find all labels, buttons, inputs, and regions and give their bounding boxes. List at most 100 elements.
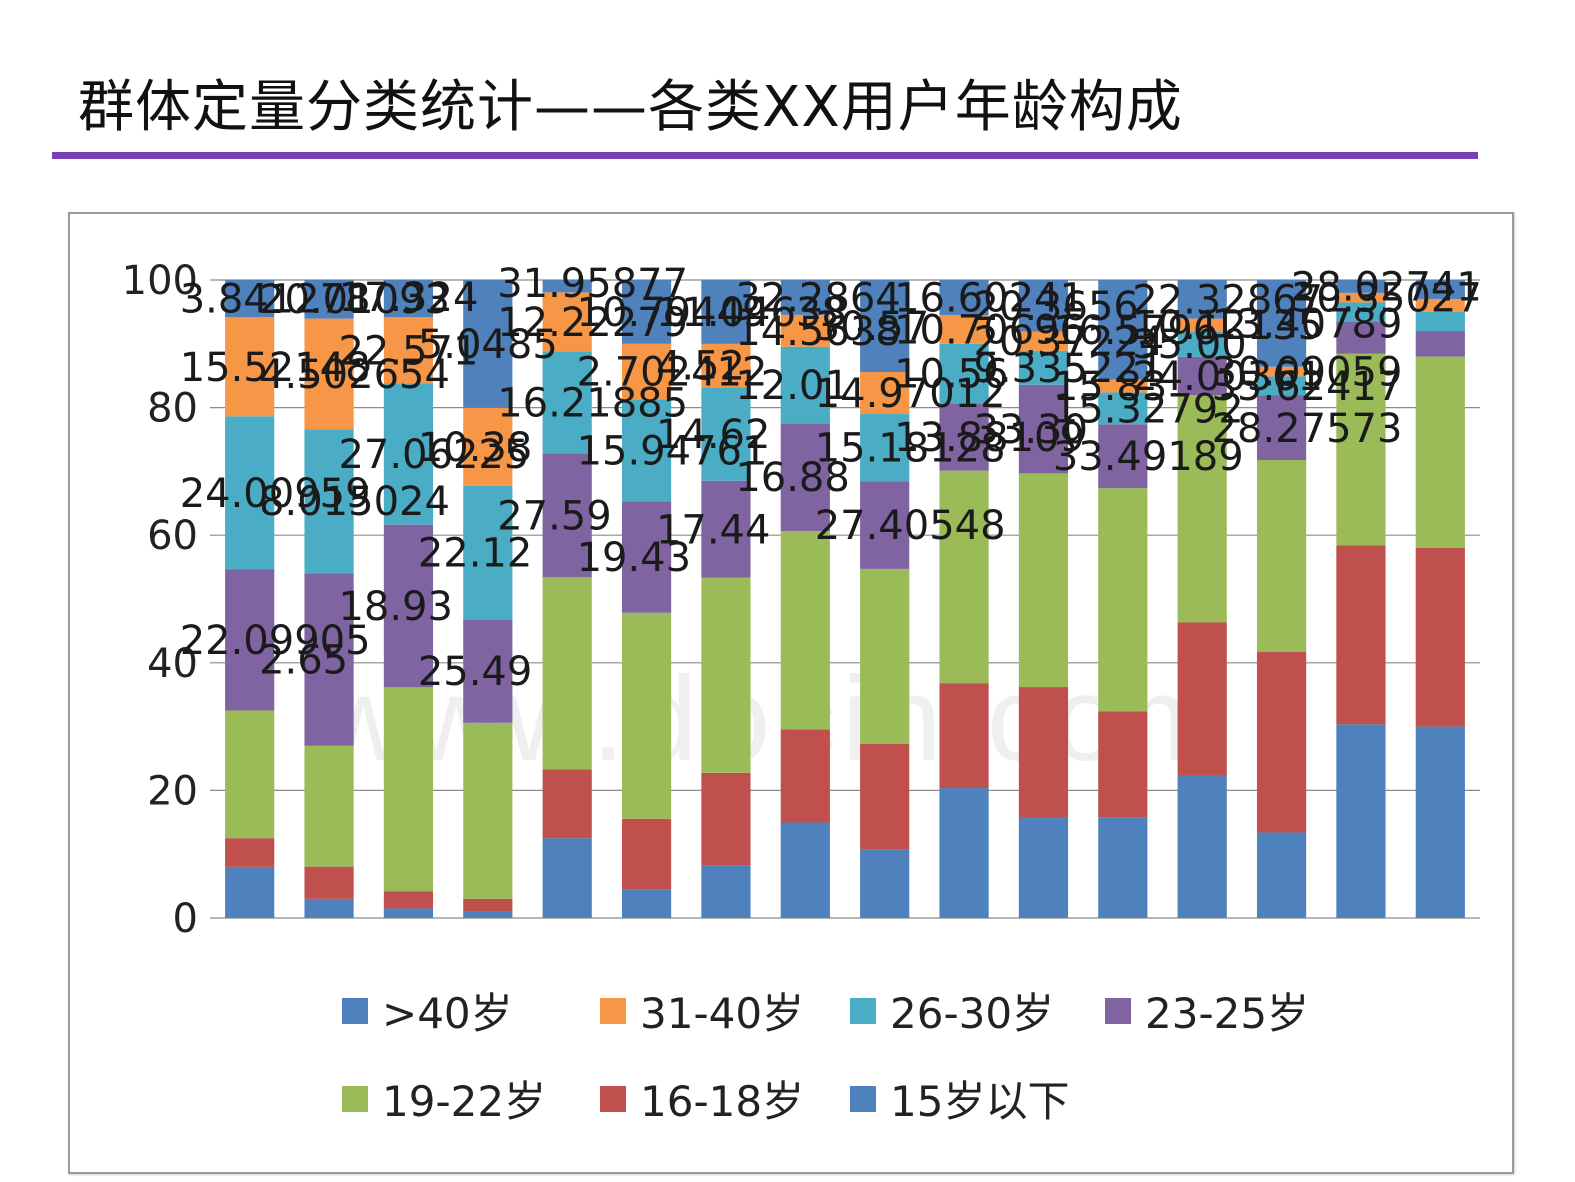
bar-segment bbox=[860, 280, 910, 372]
bar-segment bbox=[780, 822, 830, 918]
bar-segment bbox=[225, 317, 275, 417]
bar-segment bbox=[780, 346, 830, 424]
data-label: 15.52148 bbox=[180, 345, 371, 391]
data-label: 15.94761 bbox=[577, 428, 768, 474]
bar-segment bbox=[621, 818, 672, 890]
legend-swatch bbox=[342, 997, 368, 1024]
data-label: 24.00959 bbox=[180, 471, 371, 517]
bar-segment bbox=[1018, 473, 1069, 688]
data-label: 16.5796 bbox=[1053, 308, 1218, 354]
y-tick-label: 60 bbox=[147, 513, 198, 559]
y-tick-label: 40 bbox=[147, 641, 198, 687]
data-label: 12.22279 bbox=[497, 300, 688, 346]
bar-segment bbox=[621, 501, 672, 613]
bar-segment bbox=[1098, 817, 1148, 918]
bar-segment bbox=[1098, 488, 1148, 712]
bar-segment bbox=[1415, 280, 1465, 300]
data-label: 22.571 bbox=[338, 328, 478, 374]
bar-segment bbox=[1098, 424, 1148, 489]
legend-label: 19-22岁 bbox=[382, 1077, 547, 1126]
bar-segment bbox=[542, 577, 592, 770]
bar-segment bbox=[463, 619, 513, 723]
legend-label: 31-40岁 bbox=[640, 989, 805, 1038]
bar-segment bbox=[304, 745, 354, 867]
bar-segment bbox=[621, 399, 672, 502]
bar-segment bbox=[542, 351, 592, 454]
bar-segment bbox=[939, 280, 989, 316]
legend-item: 31-40岁 bbox=[600, 980, 804, 1041]
legend-label: 26-30岁 bbox=[890, 989, 1055, 1038]
data-label: 18.93 bbox=[338, 584, 453, 630]
data-label: 20.01093 bbox=[259, 277, 450, 323]
bar-segment bbox=[939, 683, 989, 789]
bar-segment bbox=[860, 481, 910, 569]
bar-segment bbox=[1177, 280, 1227, 319]
bar-segment bbox=[939, 403, 989, 471]
bar-segment bbox=[463, 485, 513, 620]
bar-segment bbox=[1336, 292, 1386, 303]
bar-segment bbox=[225, 710, 275, 839]
data-label: 24.00361 bbox=[1132, 354, 1323, 400]
bar-segment bbox=[542, 453, 592, 578]
bar-segment bbox=[939, 470, 989, 684]
y-tick-label: 80 bbox=[147, 386, 198, 432]
legend-swatch bbox=[1105, 997, 1131, 1024]
legend-swatch bbox=[342, 1085, 368, 1112]
bar-segment bbox=[621, 612, 672, 819]
bar-segment bbox=[1336, 321, 1386, 354]
data-label: 28.02741 bbox=[1291, 264, 1482, 310]
bar-segment bbox=[939, 343, 989, 404]
bar-segment bbox=[463, 898, 513, 912]
bar-segment bbox=[1018, 817, 1069, 918]
legend-swatch bbox=[600, 997, 626, 1024]
data-label: 16.21885 bbox=[497, 380, 688, 426]
data-label: 10.70696 bbox=[894, 307, 1085, 353]
bar-segment bbox=[860, 849, 910, 918]
legend-item: 26-30岁 bbox=[850, 980, 1054, 1041]
bar-segment bbox=[621, 889, 672, 918]
bar-segment bbox=[1256, 832, 1307, 918]
bar-segment bbox=[780, 729, 830, 823]
title-underline bbox=[52, 152, 1478, 159]
legend-label: 15岁以下 bbox=[890, 1077, 1070, 1126]
bar-segment bbox=[1415, 299, 1465, 312]
data-label: 8.015024 bbox=[259, 479, 450, 525]
bar-segment bbox=[383, 687, 434, 892]
legend-label: >40岁 bbox=[382, 989, 513, 1038]
data-label: 27.59 bbox=[497, 493, 612, 539]
bar-segment bbox=[1336, 302, 1386, 322]
bar-segment bbox=[1336, 280, 1386, 293]
data-label: 16.60241 bbox=[894, 276, 1085, 322]
data-label: 15.83 bbox=[1053, 364, 1168, 410]
bar-segment bbox=[1415, 311, 1465, 332]
data-label: 22.09905 bbox=[180, 618, 371, 664]
data-label: 30.09059 bbox=[1212, 350, 1403, 396]
bar-segment bbox=[1018, 280, 1069, 332]
data-label: 28.27573 bbox=[1212, 406, 1403, 452]
bar-segment bbox=[621, 343, 672, 400]
data-label: 17.324 bbox=[338, 275, 478, 321]
bar-segment bbox=[225, 866, 275, 918]
legend-label: 23-25岁 bbox=[1145, 989, 1310, 1038]
legend-item: 16-18岁 bbox=[600, 1068, 804, 1129]
bar-segment bbox=[701, 577, 751, 773]
bar-segment bbox=[701, 343, 751, 388]
data-label: 4.52 bbox=[656, 344, 745, 390]
data-label: 31.95877 bbox=[497, 261, 688, 307]
data-label: 25.49 bbox=[418, 649, 533, 695]
data-label: 17.44 bbox=[656, 507, 771, 553]
data-label: 22.12 bbox=[418, 531, 533, 577]
bar-segment bbox=[1256, 376, 1307, 396]
data-label: 10.12135 bbox=[1132, 303, 1323, 349]
data-label: 15.18128 bbox=[815, 426, 1006, 472]
bar-segment bbox=[780, 423, 830, 532]
data-label: 15.32792 bbox=[1053, 386, 1244, 432]
bar-segment bbox=[304, 573, 354, 746]
bar-segment bbox=[1018, 331, 1069, 351]
data-label: 10.56 bbox=[894, 352, 1009, 398]
data-label: 35.62417 bbox=[1212, 364, 1403, 410]
y-tick-label: 100 bbox=[122, 258, 198, 304]
data-label: 4.502654 bbox=[259, 352, 450, 398]
bar-segment bbox=[1415, 547, 1465, 727]
